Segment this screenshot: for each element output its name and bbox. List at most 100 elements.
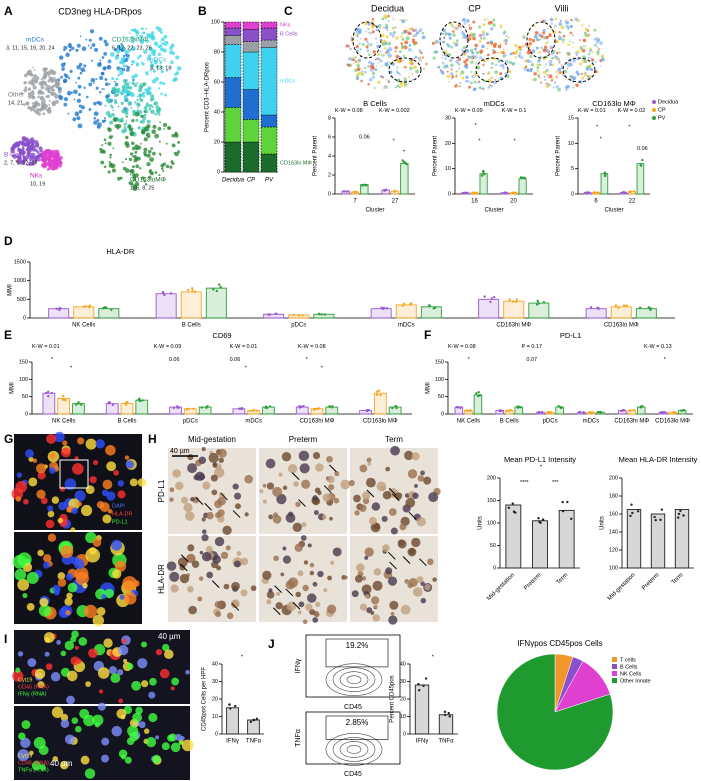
image-spot (28, 477, 37, 486)
tsne-point (141, 115, 144, 118)
image-spot (371, 596, 379, 604)
image-spot (522, 35, 525, 38)
legend-marker (652, 116, 656, 120)
point (298, 314, 300, 316)
image-spot (490, 27, 493, 30)
column-header: Preterm (289, 435, 318, 444)
image-spot (234, 493, 241, 500)
panel-title: CD3neg HLA-DRpos (58, 6, 142, 16)
image-spot (465, 58, 468, 61)
point (444, 711, 446, 713)
image-spot (202, 517, 206, 521)
tsne-point (162, 82, 165, 85)
x-axis-label: Cluster (604, 208, 623, 214)
point (491, 297, 493, 299)
point (570, 518, 572, 520)
point (519, 406, 521, 408)
image-spot (589, 75, 592, 78)
tsne-point (22, 146, 24, 148)
image-spot (206, 512, 214, 520)
image-spot (212, 555, 221, 564)
point (264, 407, 266, 409)
tsne-point (80, 72, 83, 75)
image-spot (315, 602, 320, 607)
tsne-point (34, 69, 36, 71)
tsne-point (141, 94, 144, 97)
point (459, 407, 461, 409)
image-spot (493, 57, 496, 60)
tsne-point (101, 88, 103, 90)
tsne-point (135, 119, 138, 122)
tsne-point (117, 118, 119, 120)
tsne-point (135, 112, 140, 117)
image-spot (364, 38, 367, 41)
image-spot (387, 29, 389, 31)
image-spot (17, 579, 29, 591)
image-spot (382, 76, 384, 78)
y-tick-label: 10 (212, 714, 218, 720)
image-spot (547, 50, 549, 52)
tsne-point (112, 109, 114, 111)
tsne-point (104, 138, 107, 141)
image-spot (295, 544, 303, 552)
image-spot (262, 571, 271, 580)
tsne-point (154, 101, 159, 106)
image-spot (365, 31, 367, 33)
tsne-point (63, 46, 67, 50)
y-tick-label: 10 (445, 166, 451, 172)
tsne-point (109, 156, 111, 158)
image-spot (468, 56, 471, 59)
image-spot (389, 601, 398, 610)
image-spot (415, 70, 419, 74)
annotation: * (475, 123, 478, 129)
tsne-point (126, 91, 129, 94)
tsne-point (117, 124, 121, 128)
image-spot (118, 645, 128, 655)
point (504, 192, 506, 194)
image-spot (102, 489, 109, 496)
image-spot (68, 583, 78, 593)
image-spot (288, 464, 297, 473)
image-spot (192, 560, 199, 567)
image-spot (364, 71, 366, 73)
image-spot (490, 21, 493, 24)
image-spot (374, 605, 378, 609)
image-spot (383, 85, 387, 89)
image-spot (45, 652, 50, 657)
image-spot (58, 502, 66, 510)
image-spot (547, 77, 549, 79)
image-spot (540, 35, 543, 38)
tsne-point (89, 39, 92, 42)
image-spot (93, 615, 104, 626)
image-spot (215, 537, 224, 546)
image-spot (570, 25, 573, 28)
image-spot (372, 72, 375, 75)
image-spot (58, 578, 66, 586)
image-spot (383, 15, 387, 19)
image-spot (482, 23, 485, 26)
x-tick-label: Preterm (641, 572, 660, 591)
image-spot (101, 594, 106, 599)
image-spot (353, 57, 355, 59)
point (380, 307, 382, 309)
y-axis-label: MMI (10, 382, 16, 394)
point (537, 300, 539, 302)
image-spot (266, 599, 271, 604)
annotation: K-W = 0.01 (32, 344, 60, 350)
tsne-point (137, 96, 139, 98)
image-spot (574, 17, 578, 21)
image-spot (344, 576, 348, 580)
image-spot (450, 72, 453, 75)
tsne-point (64, 73, 67, 76)
image-spot (312, 495, 318, 501)
bar (611, 307, 631, 318)
bar (156, 294, 176, 318)
image-spot (199, 457, 206, 464)
y-axis-label: MMI (426, 382, 432, 394)
image-spot (54, 432, 64, 442)
image-spot (334, 498, 340, 504)
y-tick-label: 20 (214, 139, 220, 145)
x-axis-label: Cluster (365, 208, 384, 214)
image-spot (369, 78, 373, 82)
bar (474, 395, 482, 414)
